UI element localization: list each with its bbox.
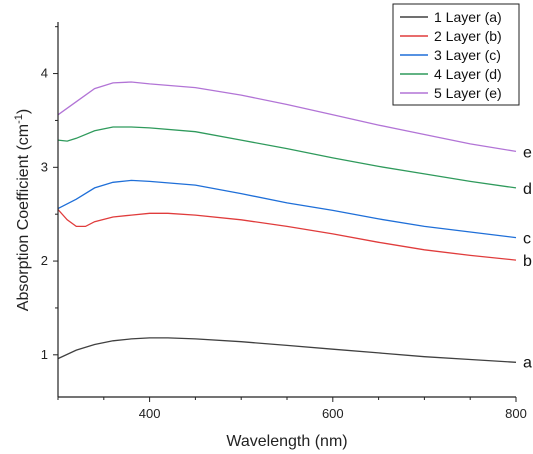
x-axis-title: Wavelength (nm) [226,433,347,450]
end-label-d: d [523,181,532,198]
axes: 400 600 800 1 2 3 4 [41,22,527,421]
end-label-a: a [523,354,532,371]
y-tick-label: 3 [41,159,48,174]
y-axis-title-sup: -1 [13,114,25,124]
legend-label-4: 4 Layer (d) [434,66,502,82]
legend-label-1: 1 Layer (a) [434,9,502,25]
end-label-c: c [523,231,531,248]
y-axis-title-main: Absorption Coefficient (cm [15,124,32,311]
x-tick-label: 400 [139,406,161,421]
y-ticks: 1 2 3 4 [41,26,58,362]
x-tick-label: 600 [322,406,344,421]
x-ticks: 400 600 800 [57,397,527,421]
series-line-5 [57,81,517,153]
y-tick-label: 2 [41,253,48,268]
legend-label-3: 3 Layer (c) [434,47,501,63]
end-labels: a bc d e [523,144,532,371]
legend-label-5: 5 Layer (e) [434,85,502,101]
y-axis-title: Absorption Coefficient (cm-1) [13,109,32,311]
x-tick-label: 800 [505,406,527,421]
end-label-e: e [523,144,532,161]
legend: 1 Layer (a) 2 Layer (b) 3 Layer (c) 4 Layer… [392,3,520,106]
legend-label-2: 2 Layer (b) [434,28,502,44]
series-line-4 [57,126,517,189]
y-tick-label: 1 [41,347,48,362]
plot-lines [57,81,517,363]
series-line-3 [57,179,517,239]
series-line-2 [57,209,517,261]
series-line-1 [57,337,517,363]
legend-items: 1 Layer (a) 2 Layer (b) 3 Layer (c) 4 Layer… [400,9,502,101]
y-tick-label: 4 [41,66,48,81]
y-axis-title-close: ) [15,109,32,114]
end-label-b: b [523,253,532,270]
